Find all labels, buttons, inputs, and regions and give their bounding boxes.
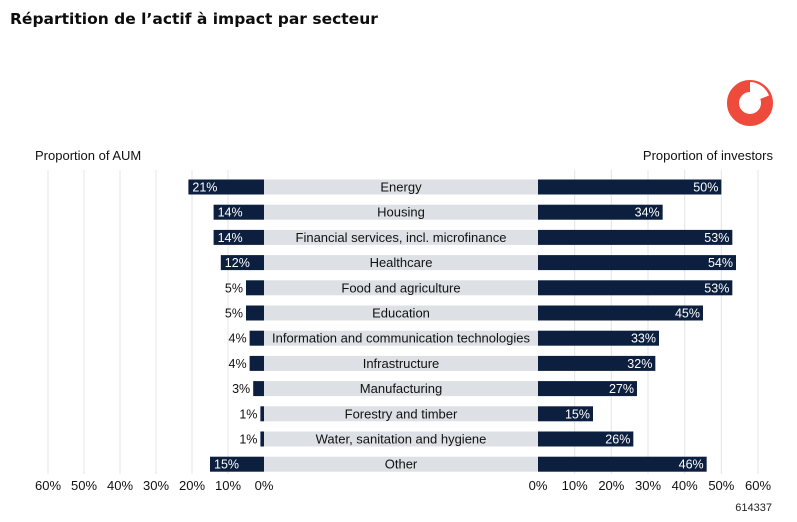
investors-bar <box>538 406 593 422</box>
left-axis-tick-label: 10% <box>215 478 241 493</box>
category-label: Healthcare <box>370 255 433 270</box>
category-band <box>264 381 538 397</box>
aum-bar <box>188 179 264 195</box>
investors-value-label: 33% <box>631 332 656 346</box>
right-axis-tick-label: 20% <box>598 478 624 493</box>
left-axis-tick-label: 40% <box>107 478 133 493</box>
category-band <box>264 255 538 271</box>
aum-bar <box>260 406 264 422</box>
category-label: Financial services, incl. microfinance <box>296 230 507 245</box>
aum-value-label: 12% <box>225 256 250 270</box>
ring-logo-icon <box>727 80 773 126</box>
aum-value-label: 15% <box>214 458 239 472</box>
investors-bar <box>538 305 703 321</box>
category-band <box>264 204 538 220</box>
left-axis-tick-label: 60% <box>35 478 61 493</box>
aum-value-label: 1% <box>239 433 257 447</box>
investors-bar <box>538 204 663 220</box>
investors-value-label: 45% <box>675 307 700 321</box>
aum-value-label: 4% <box>229 332 247 346</box>
investors-value-label: 15% <box>565 407 590 421</box>
category-band <box>264 179 538 195</box>
category-label: Energy <box>380 180 422 195</box>
aum-value-label: 14% <box>218 206 243 220</box>
investors-bar <box>538 330 659 346</box>
investors-bar <box>538 255 736 271</box>
investors-value-label: 50% <box>693 181 718 195</box>
left-axis-tick-label: 0% <box>255 478 274 493</box>
investors-bar <box>538 381 637 397</box>
category-label: Manufacturing <box>360 381 442 396</box>
right-axis-tick-label: 60% <box>745 478 771 493</box>
chart-id-footnote: 614337 <box>735 502 772 514</box>
left-axis-tick-label: 20% <box>179 478 205 493</box>
aum-bar <box>246 305 264 321</box>
investors-bar <box>538 280 733 296</box>
category-label: Education <box>372 306 430 321</box>
aum-value-label: 5% <box>225 307 243 321</box>
left-axis-tick-label: 50% <box>71 478 97 493</box>
investors-bar <box>538 355 656 371</box>
right-axis-tick-label: 40% <box>672 478 698 493</box>
aum-bar <box>249 330 264 346</box>
category-label: Infrastructure <box>363 356 440 371</box>
right-axis-tick-label: 30% <box>635 478 661 493</box>
aum-bar <box>210 456 264 472</box>
investors-bar <box>538 431 634 447</box>
aum-bar <box>220 255 264 271</box>
category-band <box>264 406 538 422</box>
right-axis-tick-label: 10% <box>562 478 588 493</box>
investors-value-label: 34% <box>635 206 660 220</box>
investors-bar <box>538 229 733 245</box>
category-band <box>264 456 538 472</box>
category-label: Water, sanitation and hygiene <box>316 432 487 447</box>
left-axis-tick-label: 30% <box>143 478 169 493</box>
aum-bar <box>260 431 264 447</box>
category-band <box>264 330 538 346</box>
aum-value-label: 4% <box>229 357 247 371</box>
category-label: Forestry and timber <box>345 406 458 421</box>
investors-value-label: 46% <box>679 458 704 472</box>
investors-value-label: 53% <box>704 281 729 295</box>
aum-value-label: 1% <box>239 407 257 421</box>
investors-bar <box>538 456 707 472</box>
category-band <box>264 431 538 447</box>
aum-bar <box>249 355 264 371</box>
right-axis-tick-label: 50% <box>708 478 734 493</box>
aum-value-label: 14% <box>218 231 243 245</box>
category-band <box>264 305 538 321</box>
category-label: Food and agriculture <box>341 280 460 295</box>
category-label: Other <box>385 457 418 472</box>
aum-bar <box>253 381 264 397</box>
investors-bar <box>538 179 722 195</box>
investors-value-label: 54% <box>708 256 733 270</box>
investors-value-label: 32% <box>627 357 652 371</box>
aum-value-label: 5% <box>225 281 243 295</box>
aum-value-label: 3% <box>232 382 250 396</box>
aum-bar <box>246 280 264 296</box>
investors-value-label: 26% <box>605 433 630 447</box>
aum-bar <box>213 229 264 245</box>
investors-value-label: 53% <box>704 231 729 245</box>
category-band <box>264 355 538 371</box>
investors-value-label: 27% <box>609 382 634 396</box>
left-series-label: Proportion of AUM <box>35 148 142 163</box>
chart-title: Répartition de l’actif à impact par sect… <box>10 10 378 28</box>
aum-bar <box>213 204 264 220</box>
aum-value-label: 21% <box>192 181 217 195</box>
category-label: Housing <box>377 205 425 220</box>
right-axis-tick-label: 0% <box>529 478 548 493</box>
category-band <box>264 229 538 245</box>
category-label: Information and communication technologi… <box>272 331 530 346</box>
category-band <box>264 280 538 296</box>
right-series-label: Proportion of investors <box>642 148 773 163</box>
